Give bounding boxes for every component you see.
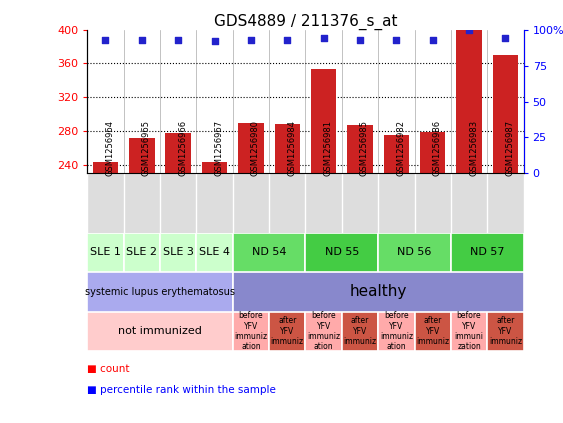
Bar: [420, 132, 445, 173]
FancyBboxPatch shape: [342, 312, 378, 351]
Text: not immunized: not immunized: [118, 327, 202, 336]
FancyBboxPatch shape: [378, 233, 451, 272]
Title: GDS4889 / 211376_s_at: GDS4889 / 211376_s_at: [214, 14, 397, 30]
FancyBboxPatch shape: [233, 233, 305, 272]
FancyBboxPatch shape: [487, 312, 524, 351]
Bar: [347, 125, 373, 173]
Text: SLE 3: SLE 3: [163, 247, 194, 257]
FancyBboxPatch shape: [451, 233, 524, 272]
Point: [428, 36, 437, 43]
Bar: [129, 138, 154, 173]
FancyBboxPatch shape: [305, 233, 378, 272]
Bar: [238, 123, 263, 173]
FancyBboxPatch shape: [196, 233, 233, 272]
FancyBboxPatch shape: [160, 233, 196, 272]
Point: [319, 35, 328, 41]
Text: SLE 2: SLE 2: [126, 247, 157, 257]
Text: GSM1256967: GSM1256967: [215, 120, 224, 176]
Text: before
YFV
immuniz
ation: before YFV immuniz ation: [234, 311, 267, 352]
FancyBboxPatch shape: [87, 272, 233, 312]
FancyBboxPatch shape: [451, 312, 487, 351]
Point: [283, 36, 292, 43]
Text: GSM1256983: GSM1256983: [469, 120, 478, 176]
Text: before
YFV
immuniz
ation: before YFV immuniz ation: [307, 311, 340, 352]
Text: after
YFV
immuniz: after YFV immuniz: [271, 316, 304, 346]
Point: [173, 36, 182, 43]
Bar: [275, 124, 300, 173]
Point: [101, 36, 110, 43]
Bar: [202, 162, 227, 173]
Text: after
YFV
immuniz: after YFV immuniz: [343, 316, 377, 346]
FancyBboxPatch shape: [305, 312, 342, 351]
Bar: [166, 133, 191, 173]
FancyBboxPatch shape: [233, 272, 524, 312]
FancyBboxPatch shape: [269, 312, 305, 351]
Text: systemic lupus erythematosus: systemic lupus erythematosus: [85, 287, 235, 297]
Text: GSM1256986: GSM1256986: [433, 120, 442, 176]
FancyBboxPatch shape: [124, 233, 160, 272]
Text: before
YFV
immuniz
ation: before YFV immuniz ation: [380, 311, 413, 352]
Text: ND 57: ND 57: [470, 247, 504, 257]
Point: [392, 36, 401, 43]
Bar: [311, 69, 336, 173]
Text: SLE 1: SLE 1: [90, 247, 121, 257]
Point: [137, 36, 146, 43]
Text: GSM1256987: GSM1256987: [506, 120, 515, 176]
Point: [210, 38, 219, 44]
Text: ■ percentile rank within the sample: ■ percentile rank within the sample: [87, 385, 276, 395]
Text: ND 56: ND 56: [397, 247, 432, 257]
Text: GSM1256965: GSM1256965: [142, 121, 151, 176]
Bar: [93, 162, 118, 173]
Text: ND 55: ND 55: [325, 247, 359, 257]
Point: [464, 26, 473, 33]
FancyBboxPatch shape: [378, 312, 414, 351]
Point: [501, 35, 510, 41]
Text: GSM1256964: GSM1256964: [105, 121, 114, 176]
Text: GSM1256984: GSM1256984: [287, 121, 296, 176]
Text: GSM1256982: GSM1256982: [396, 121, 405, 176]
Text: healthy: healthy: [350, 284, 407, 299]
Bar: [493, 55, 518, 173]
FancyBboxPatch shape: [233, 312, 269, 351]
Point: [355, 36, 364, 43]
Text: ■ count: ■ count: [87, 364, 129, 374]
FancyBboxPatch shape: [87, 233, 124, 272]
Bar: [383, 135, 409, 173]
Text: after
YFV
immuniz: after YFV immuniz: [416, 316, 449, 346]
Text: GSM1256981: GSM1256981: [324, 121, 333, 176]
Text: GSM1256985: GSM1256985: [360, 121, 369, 176]
FancyBboxPatch shape: [414, 312, 451, 351]
Text: SLE 4: SLE 4: [199, 247, 230, 257]
Text: before
YFV
immuni
zation: before YFV immuni zation: [454, 311, 484, 352]
Text: GSM1256966: GSM1256966: [178, 120, 187, 176]
Bar: [457, 30, 482, 173]
FancyBboxPatch shape: [87, 312, 233, 351]
Text: after
YFV
immuniz: after YFV immuniz: [489, 316, 522, 346]
Text: GSM1256980: GSM1256980: [251, 121, 260, 176]
Point: [247, 36, 256, 43]
Text: ND 54: ND 54: [252, 247, 287, 257]
